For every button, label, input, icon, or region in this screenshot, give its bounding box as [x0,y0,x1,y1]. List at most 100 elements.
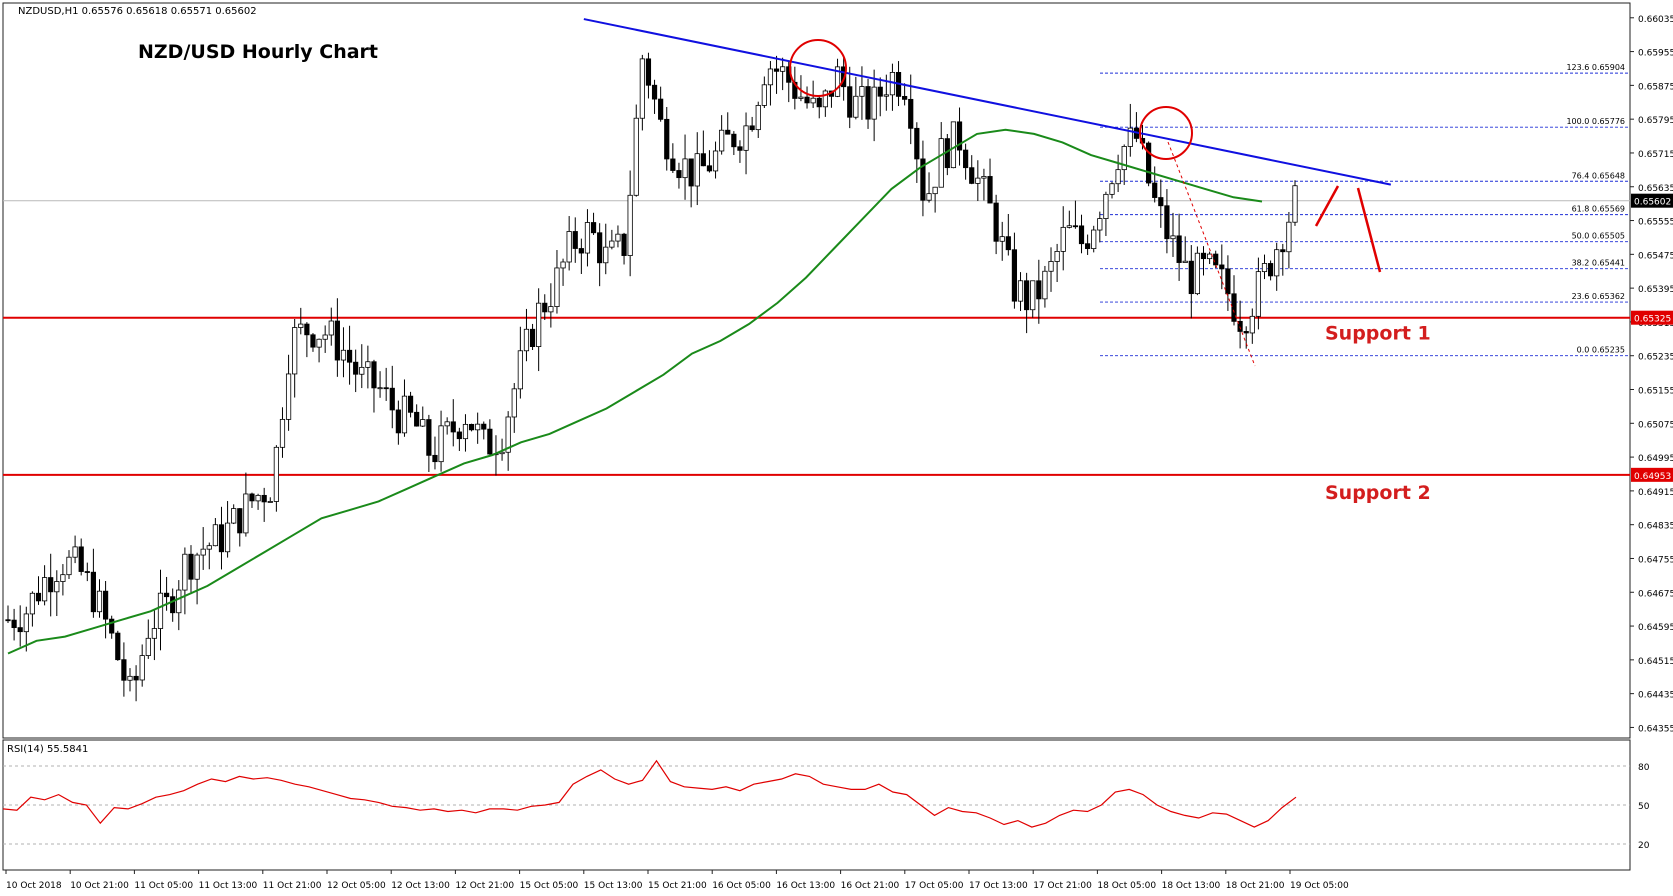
candle-body [877,86,883,97]
time-tick-label: 12 Oct 05:00 [327,881,386,891]
support-levels: 0.65325 Support 1 0.64953 Support 2 [3,310,1673,504]
candle [645,52,652,99]
candle-body [548,306,554,313]
candle-body [365,361,371,368]
candle [670,143,676,174]
candle [755,101,761,138]
candle [834,58,841,98]
candle [511,383,517,433]
candle [1188,245,1194,319]
candle-body [292,327,298,375]
candle [145,619,151,659]
candle [285,354,292,431]
candle [609,229,615,250]
time-tick-label: 15 Oct 21:00 [648,881,707,891]
candle [267,497,273,503]
candle [279,407,286,458]
candle [810,80,816,108]
candle [261,487,267,522]
candle-body [383,387,389,390]
support-price-label: 0.65325 [1634,315,1671,325]
candle [1200,246,1207,276]
candle [932,186,938,213]
candle [920,140,926,217]
candle [767,61,774,106]
rsi-line [2,759,1297,828]
candle-body [1097,218,1103,231]
rsi-tick-label: 20 [1638,841,1650,851]
candle-body [1072,225,1079,228]
candle-body [1011,249,1018,302]
candle-body [773,68,780,72]
candle [597,223,603,287]
candle [1011,232,1018,309]
candle-body [914,127,920,160]
candle [139,644,145,687]
fibonacci-levels: 123.6 0.65904 100.0 0.65776 76.4 0.65648 61… [1100,63,1630,357]
candle [133,665,139,702]
candle [743,112,749,175]
price-tick-label: 0.65155 [1638,387,1673,397]
candle [54,570,60,617]
candle-body [206,545,212,550]
candle [255,493,261,510]
time-tick-label: 19 Oct 05:00 [1290,881,1349,891]
moving-average-line [7,128,1263,655]
candle [1017,272,1024,312]
candle-body [804,96,810,104]
candle [237,508,243,547]
candle [798,75,804,102]
candle [401,379,408,437]
chart-title: NZD/USD Hourly Chart [138,41,378,63]
candle-body [1225,268,1231,295]
support-annotation: Support 2 [1325,482,1431,504]
candle [682,134,688,200]
candle-body [883,94,889,97]
time-tick-label: 18 Oct 05:00 [1097,881,1156,891]
price-tick-label: 0.65795 [1638,116,1673,126]
candle-body [133,675,139,681]
candle [542,294,548,321]
candle-body [1188,260,1194,295]
candle-body [523,328,530,352]
fib-swing-line [1167,141,1256,367]
candle-body [121,659,127,681]
candle [11,608,17,641]
candle-body [987,176,993,204]
candle-body [115,632,121,661]
candle-body [102,590,109,620]
candle [822,89,828,117]
candle-body [847,86,853,118]
candle-body [96,590,103,613]
candle [944,134,950,176]
candle-body [353,361,359,375]
candle [706,150,713,173]
candle [950,121,957,169]
candle [243,472,249,537]
candle [889,63,896,111]
candle-body [1017,280,1024,302]
price-tick-label: 0.64995 [1638,454,1673,464]
candle [633,104,639,197]
candle-body [780,66,786,72]
candle-body [346,349,353,363]
candle [444,417,450,435]
candle [981,168,987,201]
candle [359,344,365,389]
down-move-arrow [1356,187,1382,273]
candle-body [584,222,591,254]
time-tick-label: 15 Oct 05:00 [520,881,579,891]
candle [566,216,572,271]
candle [1072,200,1079,229]
candle [395,400,401,445]
price-tick-label: 0.64355 [1638,724,1673,734]
time-tick-label: 11 Oct 05:00 [134,881,193,891]
candle-body [340,349,347,361]
candle-body [816,97,822,108]
candle [536,288,542,372]
candle-body [334,320,340,361]
candle-body [1170,235,1176,240]
candle [35,576,42,605]
candle-body [426,419,432,456]
candle [231,504,237,525]
